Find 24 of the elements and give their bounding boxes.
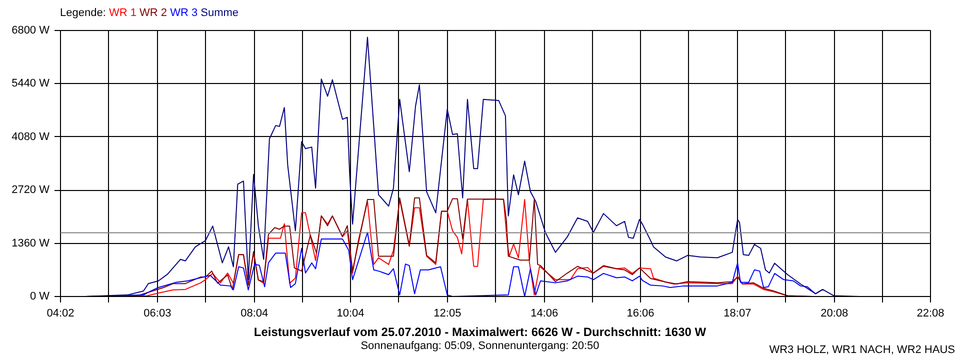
x-tick-label: 18:07 xyxy=(724,308,752,320)
x-tick-label: 16:06 xyxy=(626,308,654,320)
y-tick-label: 5440 W xyxy=(12,78,50,90)
x-tick-label: 20:08 xyxy=(820,308,848,320)
x-tick-label: 08:04 xyxy=(240,308,268,320)
text: WR 1 xyxy=(108,7,136,19)
text: WR 3 xyxy=(170,7,198,19)
y-tick-label: 1360 W xyxy=(12,237,50,250)
text: WR 2 xyxy=(140,7,167,19)
x-tick-label: 14:06 xyxy=(530,308,558,320)
y-tick-label: 6800 W xyxy=(12,24,50,36)
x-tick-label: 12:05 xyxy=(434,308,462,320)
text: Summe xyxy=(200,7,239,19)
text: WR3 HOLZ, WR1 NACH, WR2 HAUS xyxy=(769,343,955,358)
y-tick-label: 2720 W xyxy=(12,184,50,196)
legend-title: Legende: xyxy=(60,7,106,19)
y-tick-label: 0 W xyxy=(30,290,50,302)
text: Leistungsverlauf vom 25.07.2010 - Maximalwert: 6626 W - Durchschnitt: 1630 W xyxy=(252,324,708,341)
y-tick-label: 4080 W xyxy=(12,130,50,143)
x-tick-label: 04:02 xyxy=(46,308,74,320)
text: Sonnenaufgang: 05:09, Sonnenuntergang: 20:50 xyxy=(360,340,600,352)
x-tick-label: 10:04 xyxy=(336,308,364,320)
x-tick-label: 06:03 xyxy=(144,308,172,320)
x-tick-label: 22:08 xyxy=(916,308,944,320)
